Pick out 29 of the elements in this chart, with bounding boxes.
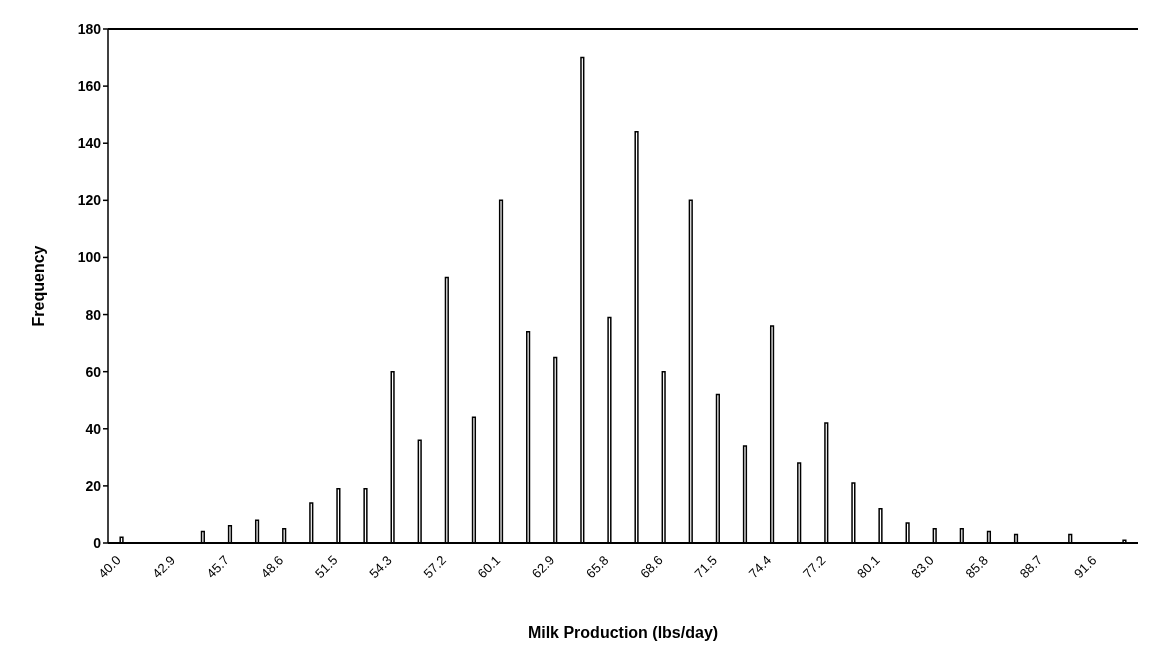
- x-tick-label: 62.9: [528, 552, 558, 582]
- y-tick-label: 0: [93, 534, 102, 551]
- x-tick-label: 42.9: [149, 552, 178, 582]
- y-tick-label: 20: [85, 477, 102, 494]
- x-tick-label: 54.3: [366, 552, 395, 582]
- x-tick-label: 85.8: [962, 552, 992, 582]
- y-tick-label: 40: [85, 420, 102, 437]
- x-tick-label: 68.6: [637, 552, 666, 582]
- x-tick-label: 48.6: [257, 552, 287, 582]
- y-axis-title: Frequency: [29, 245, 47, 327]
- y-tick-label: 100: [77, 249, 102, 266]
- x-tick-label: 71.5: [691, 552, 720, 582]
- x-tick-label: 57.2: [420, 552, 449, 582]
- x-tick-label: 74.4: [745, 552, 775, 582]
- x-tick-label: 80.1: [854, 552, 883, 582]
- x-tick-label: 60.1: [474, 552, 504, 582]
- y-tick-label: 160: [77, 78, 102, 95]
- y-tick-label: 80: [85, 306, 102, 323]
- x-axis-title: Milk Production (lbs/day): [527, 624, 719, 641]
- y-tick-label: 120: [77, 192, 102, 209]
- x-tick-label: 65.8: [583, 552, 612, 582]
- y-tick-label: 140: [77, 135, 102, 152]
- x-tick-label: 77.2: [799, 552, 829, 582]
- x-tick-label: 45.7: [203, 552, 233, 582]
- x-tick-label: 40.0: [95, 552, 124, 582]
- y-tick-label: 60: [85, 363, 102, 380]
- y-tick-label: 180: [77, 20, 102, 37]
- x-tick-label: 83.0: [908, 552, 937, 582]
- x-tick-label: 91.6: [1070, 552, 1100, 582]
